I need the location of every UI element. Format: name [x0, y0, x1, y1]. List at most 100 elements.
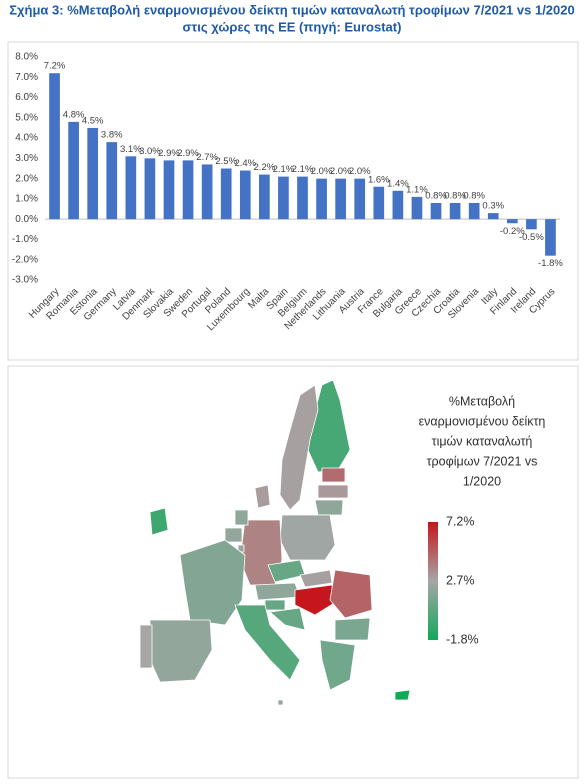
scale-label: 2.7%	[446, 573, 475, 587]
data-label: 0.8%	[463, 190, 485, 201]
bar	[487, 213, 499, 220]
data-label: -1.8%	[538, 258, 563, 269]
data-label: 2.1%	[273, 164, 295, 175]
y-tick-label: 3.0%	[15, 153, 38, 164]
y-tick-label: -3.0%	[12, 275, 38, 286]
data-label: 0.8%	[444, 190, 466, 201]
y-tick-label: 1.0%	[15, 194, 38, 205]
bar	[468, 202, 480, 220]
bar	[335, 178, 346, 220]
data-label: 4.5%	[82, 115, 104, 126]
bar	[316, 178, 327, 220]
data-label: -0.2%	[500, 226, 525, 237]
country	[334, 617, 371, 641]
chart-title: στις χώρες της ΕΕ (πηγή: Eurostat)	[183, 19, 402, 34]
chart-frame	[7, 41, 579, 361]
legend-title: 1/2020	[463, 474, 501, 488]
country	[279, 384, 319, 511]
country	[317, 484, 349, 499]
y-tick-label: -2.0%	[12, 254, 38, 265]
country	[234, 604, 301, 681]
data-label: 0.8%	[425, 190, 447, 201]
bar	[182, 160, 194, 220]
data-label: 2.4%	[234, 158, 256, 169]
data-label: 2.5%	[215, 156, 237, 167]
scale-label: 7.2%	[446, 514, 475, 528]
country	[264, 599, 286, 611]
y-tick-label: 7.0%	[15, 72, 38, 83]
data-label: 2.9%	[177, 148, 199, 159]
data-label: 1.6%	[368, 174, 390, 185]
bar	[392, 190, 404, 220]
country	[254, 582, 301, 601]
country	[139, 624, 153, 669]
y-tick-label: 8.0%	[15, 52, 38, 63]
country	[224, 527, 243, 543]
data-label: 4.8%	[63, 109, 85, 120]
country	[277, 699, 284, 706]
legend-title: %Μεταβολή	[449, 394, 515, 408]
data-label: 3.8%	[101, 130, 123, 141]
bar	[297, 176, 308, 220]
data-label: 3.1%	[120, 144, 142, 155]
chart-title: Σχήμα 3: %Μεταβολή εναρμονισμένου δείκτη…	[9, 2, 574, 17]
country	[279, 514, 336, 561]
y-tick-label: -1.0%	[12, 234, 38, 245]
country	[329, 569, 373, 619]
y-tick-label: 0.0%	[15, 214, 38, 225]
scale-label: -1.8%	[446, 632, 479, 646]
bar	[220, 168, 232, 220]
legend-title: τροφίμων 7/2021 vs	[427, 454, 538, 468]
data-label: 7.2%	[44, 61, 66, 72]
y-tick-label: 4.0%	[15, 133, 38, 144]
country	[299, 569, 333, 588]
data-label: 2.2%	[254, 162, 276, 173]
bar	[239, 170, 251, 220]
data-label: 0.3%	[482, 201, 504, 212]
data-label: 2.0%	[330, 166, 352, 177]
bar	[49, 73, 60, 220]
bar	[68, 121, 79, 220]
country	[319, 639, 356, 691]
bar	[144, 158, 156, 220]
data-label: 2.9%	[158, 148, 180, 159]
bar	[526, 219, 537, 230]
data-label: 2.0%	[311, 166, 333, 177]
country	[269, 607, 306, 631]
country	[394, 689, 411, 701]
bar	[163, 160, 175, 220]
legend-title: εναρμονισμένου δείκτη	[419, 414, 546, 428]
bar	[278, 176, 289, 220]
data-label: 2.0%	[349, 166, 371, 177]
y-tick-label: 2.0%	[15, 173, 38, 184]
country	[179, 539, 246, 626]
bar	[87, 127, 99, 220]
bar	[430, 202, 442, 220]
bar	[373, 186, 385, 220]
y-tick-label: 6.0%	[15, 92, 38, 103]
bar	[354, 178, 366, 220]
country	[321, 467, 346, 483]
bar	[411, 196, 423, 220]
data-label: 2.1%	[292, 164, 314, 175]
legend-title: τιμών καταναλωτή	[432, 434, 533, 448]
bar	[449, 202, 461, 220]
y-tick-label: 5.0%	[15, 112, 38, 123]
map-frame	[7, 365, 579, 779]
data-label: 1.4%	[387, 178, 409, 189]
bar	[106, 142, 118, 220]
data-label: -0.5%	[519, 232, 544, 243]
country	[294, 584, 337, 616]
color-scale	[428, 522, 438, 640]
bar	[259, 174, 270, 220]
country	[314, 499, 344, 516]
data-label: 3.0%	[139, 146, 161, 157]
country	[149, 507, 169, 536]
bar	[201, 164, 213, 220]
bar	[545, 219, 556, 256]
bar	[125, 156, 137, 220]
country	[254, 484, 271, 509]
data-label: 1.1%	[406, 184, 428, 195]
data-label: 2.7%	[196, 152, 218, 163]
